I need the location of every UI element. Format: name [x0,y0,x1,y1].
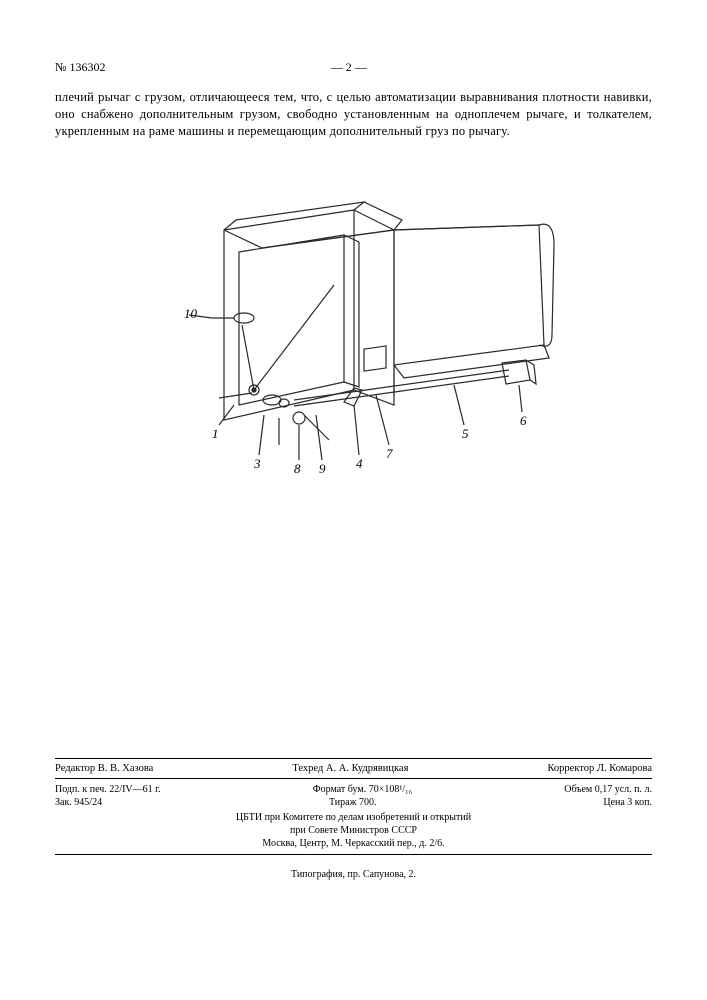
technical-figure: 10 1 3 8 9 4 7 5 6 [55,190,652,545]
footer-rule-bottom [55,854,652,855]
org2: при Совете Министров СССР [55,824,652,837]
pub-left1: Подп. к печ. 22/IV—61 г. [55,783,161,796]
pub-row-2: Зак. 945/24 Тираж 700. Цена 3 коп. [55,796,652,809]
fig-label-1: 1 [212,426,219,441]
machine-diagram: 10 1 3 8 9 4 7 5 6 [144,190,564,540]
fig-label-8: 8 [294,461,301,476]
pub-left2: Зак. 945/24 [55,796,102,809]
doc-number: № 136302 [55,60,105,75]
body-paragraph: плечий рычаг с грузом, отличающееся тем,… [55,89,652,140]
fig-label-9: 9 [319,461,326,476]
pub-mid2: Тираж 700. [329,796,377,809]
credits-row: Редактор В. В. Хазова Техред А. А. Кудря… [55,763,652,774]
fig-label-3: 3 [253,456,261,471]
typography-line: Типография, пр. Сапунова, 2. [55,869,652,880]
org-block: ЦБТИ при Комитете по делам изобретений и… [55,811,652,850]
pub-right1: Объем 0,17 усл. п. л. [564,783,652,796]
techred: Техред А. А. Кудрявицкая [292,763,408,774]
org3: Москва, Центр, М. Черкасский пер., д. 2/… [55,837,652,850]
editor: Редактор В. В. Хазова [55,763,153,774]
fig-label-4: 4 [356,456,363,471]
footer-block: Редактор В. В. Хазова Техред А. А. Кудря… [55,754,652,880]
pub-right2: Цена 3 коп. [603,796,652,809]
fig-label-10: 10 [184,306,198,321]
footer-rule-mid [55,778,652,779]
pub-row-1: Подп. к печ. 22/IV—61 г. Формат бум. 70×… [55,783,652,796]
org1: ЦБТИ при Комитете по делам изобретений и… [55,811,652,824]
fig-label-5: 5 [462,426,469,441]
fig-label-6: 6 [520,413,527,428]
page-number: — 2 — [331,60,367,75]
page-header: № 136302 — 2 — [55,60,652,75]
pub-mid1: Формат бум. 70×108¹/₁₆ [313,783,412,796]
fig-label-7: 7 [386,446,393,461]
corrector: Корректор Л. Комарова [547,763,652,774]
footer-rule-top [55,758,652,759]
